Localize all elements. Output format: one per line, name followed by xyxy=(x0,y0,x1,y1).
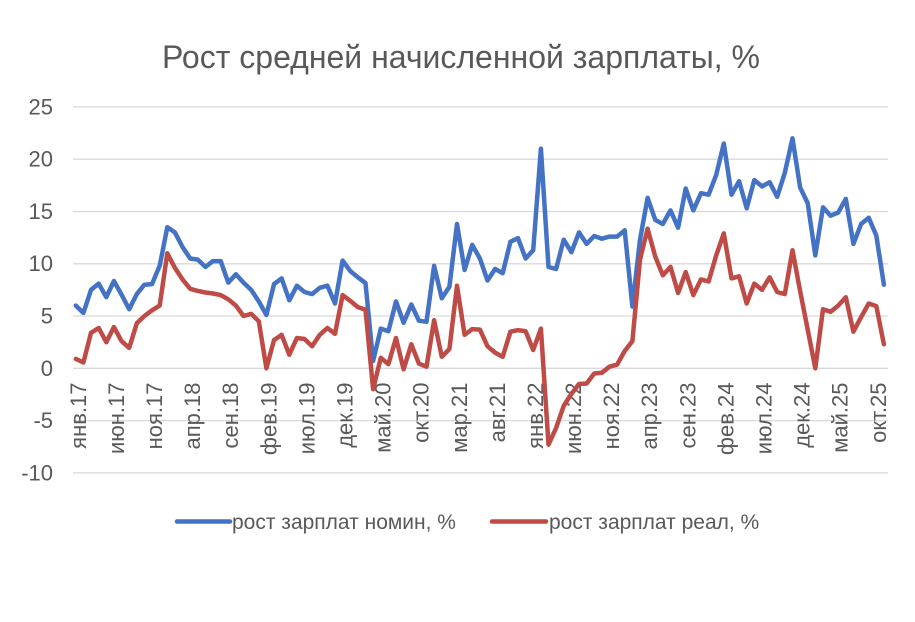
svg-text:авг.21: авг.21 xyxy=(485,383,510,443)
svg-text:мар.21: мар.21 xyxy=(447,383,472,453)
svg-text:0: 0 xyxy=(41,356,53,381)
svg-text:фев.24: фев.24 xyxy=(713,383,738,456)
svg-text:дек.19: дек.19 xyxy=(333,383,358,448)
svg-text:окт.25: окт.25 xyxy=(866,383,891,443)
svg-text:апр.23: апр.23 xyxy=(637,383,662,450)
svg-text:май.25: май.25 xyxy=(828,383,853,453)
svg-text:Рост средней начисленной зарпл: Рост средней начисленной зарплаты, % xyxy=(162,39,760,75)
svg-text:июл.19: июл.19 xyxy=(294,383,319,455)
svg-text:ноя.17: ноя.17 xyxy=(142,383,167,450)
svg-text:янв.17: янв.17 xyxy=(66,383,91,449)
svg-text:-10: -10 xyxy=(21,460,53,485)
svg-text:-5: -5 xyxy=(33,408,53,433)
svg-text:5: 5 xyxy=(41,304,53,329)
svg-text:рост зарплат номин, %: рост зарплат номин, % xyxy=(232,511,456,534)
svg-text:сен.23: сен.23 xyxy=(675,383,700,449)
svg-text:рост зарплат реал, %: рост зарплат реал, % xyxy=(549,511,759,534)
svg-text:ноя.22: ноя.22 xyxy=(599,383,624,450)
svg-text:фев.19: фев.19 xyxy=(256,383,281,456)
svg-text:20: 20 xyxy=(29,147,53,172)
svg-text:10: 10 xyxy=(29,251,53,276)
svg-text:июл.24: июл.24 xyxy=(752,383,777,455)
svg-text:май.20: май.20 xyxy=(371,383,396,453)
svg-text:апр.18: апр.18 xyxy=(180,383,205,450)
svg-text:25: 25 xyxy=(29,94,53,119)
svg-text:окт.20: окт.20 xyxy=(409,383,434,443)
svg-text:15: 15 xyxy=(29,199,53,224)
svg-text:сен.18: сен.18 xyxy=(218,383,243,449)
svg-text:дек.24: дек.24 xyxy=(790,383,815,448)
svg-text:июн.17: июн.17 xyxy=(104,383,129,455)
